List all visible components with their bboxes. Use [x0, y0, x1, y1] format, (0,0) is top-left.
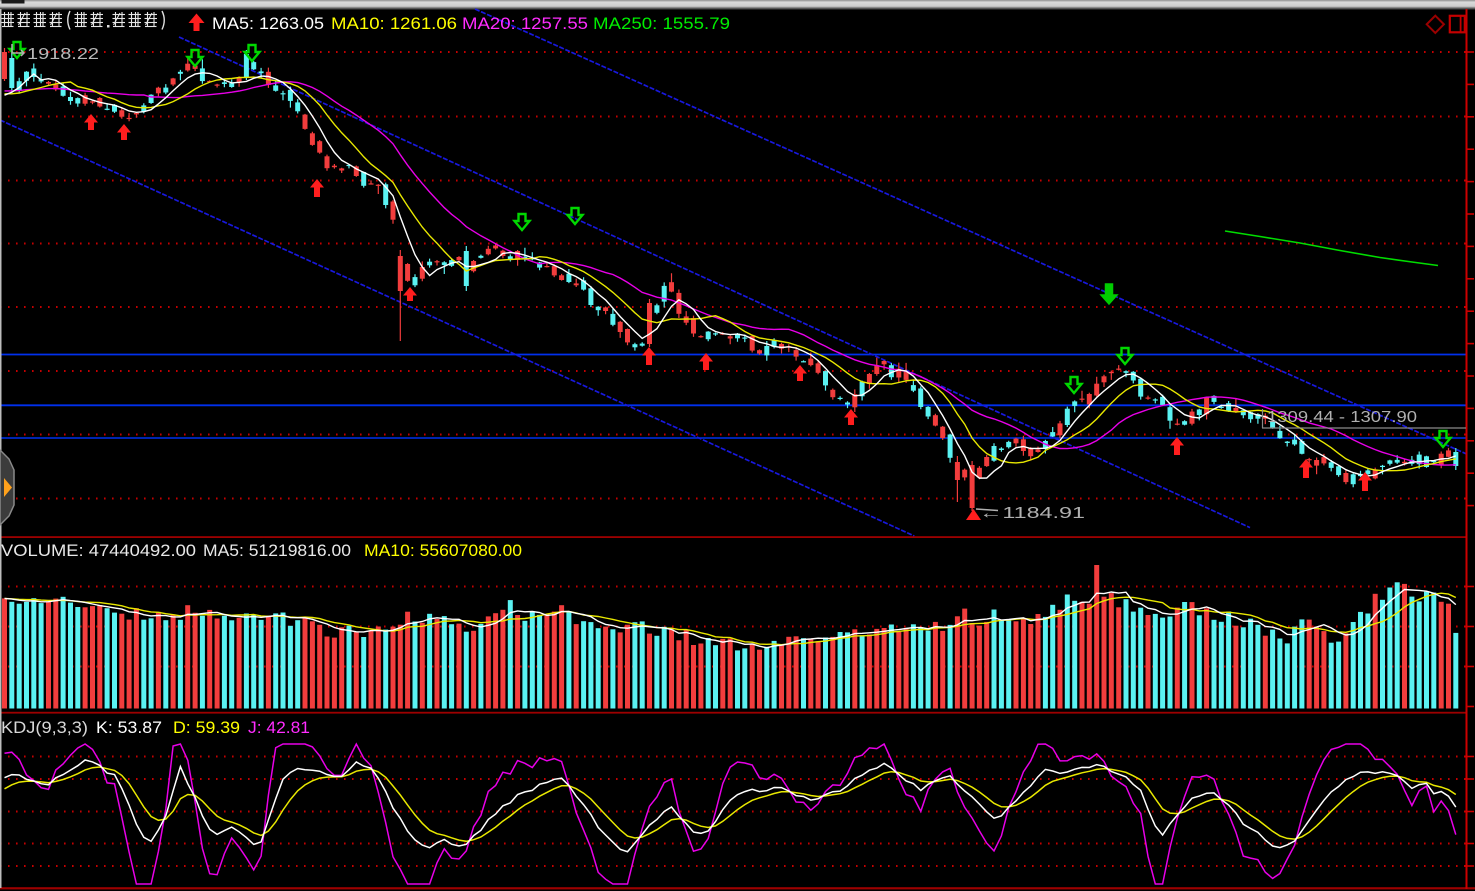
svg-text:MA250: 1555.79: MA250: 1555.79 — [593, 14, 730, 33]
svg-text:←1184.91: ←1184.91 — [979, 505, 1085, 522]
svg-text:MA5: 51219816.00: MA5: 51219816.00 — [203, 541, 351, 560]
svg-text:MA20: 1257.55: MA20: 1257.55 — [462, 14, 588, 33]
svg-text:K: 53.87: K: 53.87 — [96, 718, 162, 737]
svg-text:MA10: 1261.06: MA10: 1261.06 — [331, 14, 457, 33]
svg-text:MA5: 1263.05: MA5: 1263.05 — [212, 14, 324, 33]
svg-text:J: 42.81: J: 42.81 — [248, 718, 310, 737]
svg-text:1918.22: 1918.22 — [27, 46, 99, 63]
svg-text:KDJ(9,3,3): KDJ(9,3,3) — [1, 718, 88, 737]
svg-text:VOLUME: 47440492.00: VOLUME: 47440492.00 — [1, 541, 196, 560]
svg-text:D: 59.39: D: 59.39 — [173, 718, 240, 737]
svg-text:1309.44 - 1307.90: 1309.44 - 1307.90 — [1267, 409, 1417, 426]
svg-text:MA10: 55607080.00: MA10: 55607080.00 — [364, 541, 522, 560]
